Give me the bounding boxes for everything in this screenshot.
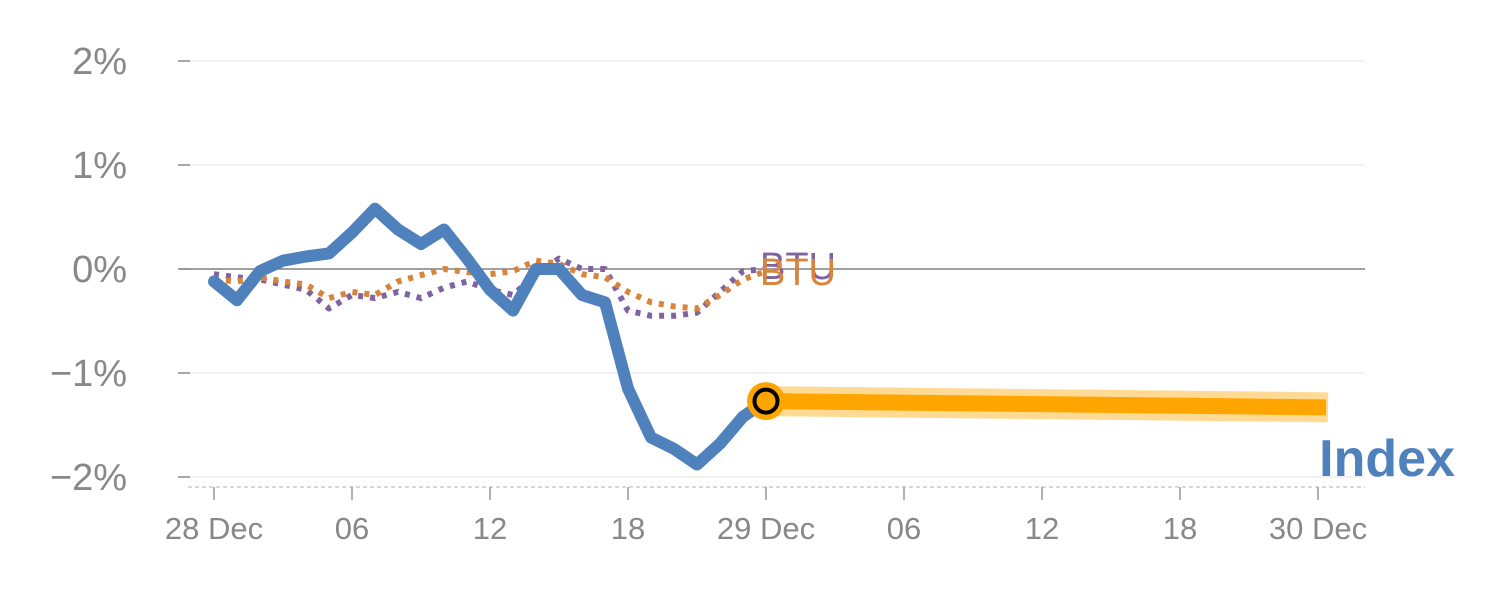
x-tick-label: 18 <box>1163 511 1197 546</box>
x-tick-label: 28 Dec <box>165 511 263 546</box>
x-tick-label: 12 <box>1025 511 1059 546</box>
x-tick-label: 12 <box>473 511 507 546</box>
series-layer <box>208 202 772 471</box>
series-label-btu-1: BTU <box>760 252 836 294</box>
current-point-marker <box>752 387 780 415</box>
series-line-btu-0 <box>213 255 767 319</box>
x-tick-label: 18 <box>611 511 645 546</box>
x-tick-label: 30 Dec <box>1269 511 1367 546</box>
series-label-btu-0: BTU <box>760 246 836 288</box>
grid-lines <box>180 60 1365 478</box>
series-line-index-2 <box>208 202 772 471</box>
y-tick-label: −1% <box>50 353 127 395</box>
series-line-btu-1 <box>213 257 768 312</box>
y-tick-label: 0% <box>72 249 127 291</box>
forecast-layer <box>747 382 1329 423</box>
y-tick-label: −2% <box>50 457 127 499</box>
x-tick-label: 06 <box>887 511 921 546</box>
y-tick-label: 1% <box>72 145 127 187</box>
index-label: Index <box>1319 430 1455 488</box>
x-axis: 28 Dec 06 12 18 29 Dec 06 12 18 30 Dec <box>165 486 1367 546</box>
y-axis: 2% 1% 0% −1% −2% <box>50 41 190 499</box>
x-tick-label: 29 Dec <box>717 511 815 546</box>
forecast-band-line <box>765 393 1327 416</box>
x-tick-label: 06 <box>335 511 369 546</box>
y-tick-label: 2% <box>72 41 127 83</box>
